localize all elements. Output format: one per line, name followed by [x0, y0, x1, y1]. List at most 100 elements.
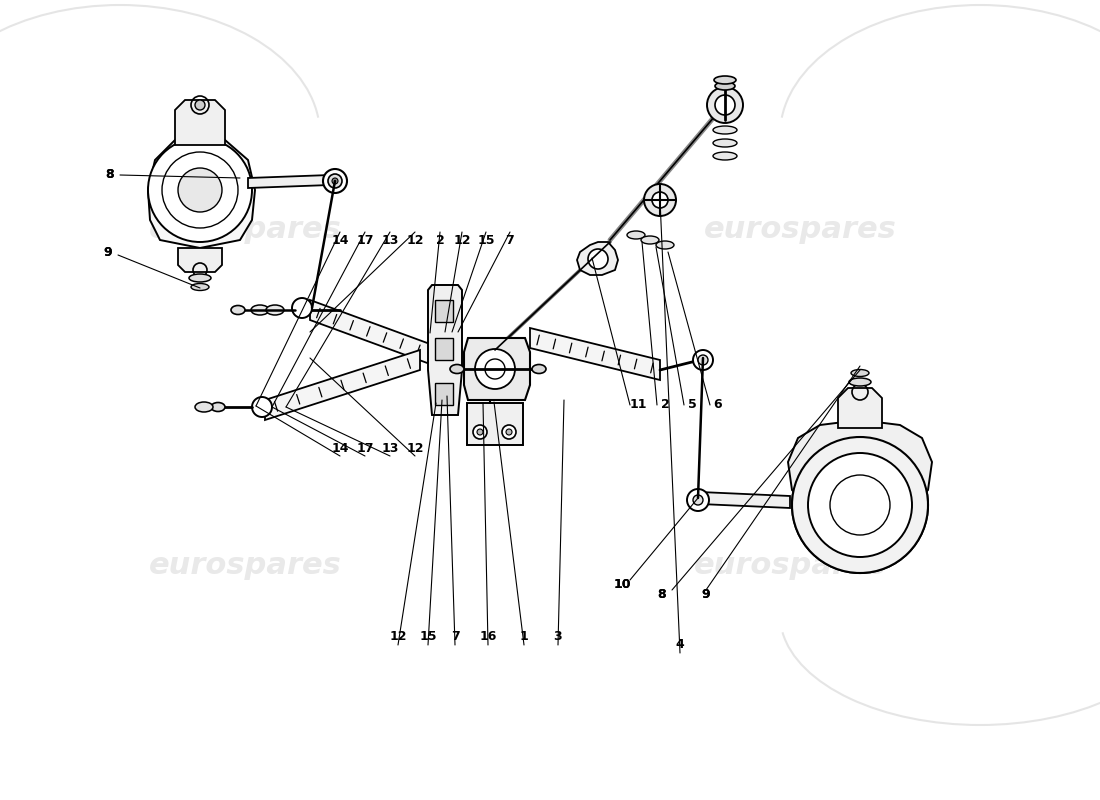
Circle shape: [252, 397, 272, 417]
Circle shape: [688, 489, 710, 511]
Circle shape: [693, 495, 703, 505]
Circle shape: [588, 249, 608, 269]
Ellipse shape: [251, 305, 270, 315]
Circle shape: [292, 298, 312, 318]
Text: 9: 9: [103, 246, 112, 258]
Circle shape: [698, 355, 708, 365]
Polygon shape: [175, 100, 226, 145]
Text: 10: 10: [614, 578, 630, 591]
Text: eurospares: eurospares: [694, 550, 887, 579]
Polygon shape: [530, 328, 660, 380]
Circle shape: [715, 95, 735, 115]
Ellipse shape: [627, 231, 645, 239]
Ellipse shape: [849, 378, 871, 386]
Text: 17: 17: [356, 442, 374, 454]
Text: 2: 2: [436, 234, 444, 246]
Circle shape: [693, 350, 713, 370]
Ellipse shape: [713, 126, 737, 134]
Text: 14: 14: [331, 234, 349, 246]
Circle shape: [844, 489, 876, 521]
Text: 1: 1: [519, 630, 528, 643]
Circle shape: [473, 425, 487, 439]
Text: 4: 4: [675, 638, 684, 651]
Circle shape: [195, 100, 205, 110]
Text: 17: 17: [356, 234, 374, 246]
Polygon shape: [578, 242, 618, 275]
Circle shape: [808, 453, 912, 557]
Text: 8: 8: [106, 169, 114, 182]
Text: 13: 13: [382, 234, 398, 246]
Text: 13: 13: [382, 442, 398, 454]
Text: 16: 16: [480, 630, 497, 643]
Text: 9: 9: [103, 246, 112, 258]
Ellipse shape: [713, 152, 737, 160]
Text: 8: 8: [658, 589, 667, 602]
Text: 12: 12: [453, 234, 471, 246]
Ellipse shape: [231, 306, 245, 314]
Text: 9: 9: [702, 589, 711, 602]
Text: 2: 2: [661, 398, 670, 411]
Circle shape: [475, 349, 515, 389]
Polygon shape: [838, 388, 882, 428]
Text: 6: 6: [714, 398, 723, 411]
Circle shape: [792, 437, 928, 573]
Text: 14: 14: [331, 442, 349, 454]
Circle shape: [178, 168, 222, 212]
Polygon shape: [310, 300, 460, 375]
Text: eurospares: eurospares: [148, 550, 341, 579]
Circle shape: [323, 169, 346, 193]
Circle shape: [792, 437, 928, 573]
Ellipse shape: [211, 402, 226, 411]
Bar: [468, 403, 522, 445]
Text: 7: 7: [506, 234, 515, 246]
Text: 3: 3: [553, 630, 562, 643]
Text: eurospares: eurospares: [704, 215, 896, 245]
Text: 7: 7: [451, 630, 460, 643]
Circle shape: [148, 138, 252, 242]
Polygon shape: [265, 350, 420, 420]
Polygon shape: [464, 338, 530, 400]
Ellipse shape: [713, 139, 737, 147]
Text: 8: 8: [658, 589, 667, 602]
Text: 10: 10: [614, 578, 630, 591]
Ellipse shape: [656, 241, 674, 249]
Text: 11: 11: [629, 398, 647, 411]
Polygon shape: [248, 175, 336, 188]
Circle shape: [332, 178, 338, 184]
Circle shape: [808, 453, 912, 557]
Text: eurospares: eurospares: [148, 215, 341, 245]
Circle shape: [477, 429, 483, 435]
Bar: [434, 300, 453, 322]
Bar: [434, 383, 453, 405]
Polygon shape: [428, 285, 462, 415]
Circle shape: [502, 425, 516, 439]
Text: 8: 8: [106, 169, 114, 182]
Ellipse shape: [714, 76, 736, 84]
Ellipse shape: [189, 274, 211, 282]
Text: 12: 12: [389, 630, 407, 643]
Ellipse shape: [191, 283, 209, 290]
Circle shape: [328, 174, 342, 188]
Text: 12: 12: [406, 234, 424, 246]
Text: 15: 15: [477, 234, 495, 246]
Ellipse shape: [641, 236, 659, 244]
Polygon shape: [788, 420, 932, 526]
Text: 12: 12: [406, 442, 424, 454]
Text: 9: 9: [702, 589, 711, 602]
Ellipse shape: [851, 370, 869, 377]
Bar: [434, 338, 453, 360]
Polygon shape: [696, 492, 790, 508]
Circle shape: [652, 192, 668, 208]
Ellipse shape: [532, 365, 546, 374]
Ellipse shape: [715, 82, 735, 90]
Text: 5: 5: [688, 398, 696, 411]
Polygon shape: [178, 248, 222, 272]
Text: 15: 15: [419, 630, 437, 643]
Ellipse shape: [266, 305, 284, 315]
Circle shape: [707, 87, 743, 123]
Circle shape: [644, 184, 676, 216]
Polygon shape: [148, 132, 255, 248]
Ellipse shape: [450, 365, 464, 374]
Ellipse shape: [195, 402, 213, 412]
Circle shape: [506, 429, 512, 435]
